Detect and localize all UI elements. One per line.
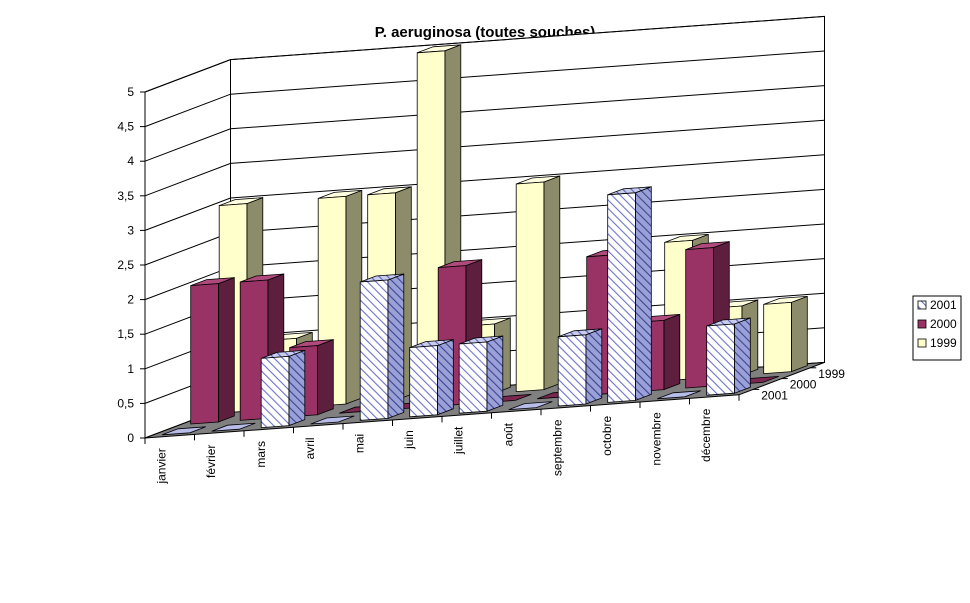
- bar-front: [607, 192, 636, 403]
- bar-2001-avril: [310, 415, 355, 425]
- bar-side: [635, 186, 652, 401]
- bar-side: [585, 328, 603, 405]
- y-tick-label: 2: [127, 293, 134, 307]
- bar-2001-septembre: [557, 328, 603, 407]
- gridline: [144, 15, 825, 93]
- legend-swatch: [917, 338, 927, 348]
- bar-side: [663, 313, 681, 391]
- legend-label: 2000: [930, 317, 957, 331]
- bar-1999-décembre: [763, 295, 808, 375]
- legend-swatch: [917, 300, 927, 310]
- gridline: [144, 50, 825, 128]
- bar-side: [288, 349, 306, 427]
- gridline: [144, 119, 825, 197]
- bar-front: [190, 283, 219, 425]
- bar-side: [345, 189, 363, 405]
- bar-2001-décembre: [706, 317, 751, 396]
- legend-label: 1999: [930, 336, 957, 350]
- x-tick-label: septembre: [551, 419, 565, 476]
- bar-zero: [162, 426, 206, 436]
- y-tick-label: 2,5: [117, 258, 134, 272]
- x-tick-label: décembre: [699, 408, 713, 462]
- depth-label: 2000: [790, 378, 817, 392]
- x-tick-label: novembre: [650, 412, 664, 466]
- bar-2000-janvier: [190, 277, 235, 425]
- bar-front: [458, 341, 488, 414]
- x-tick-label: juillet: [452, 426, 466, 455]
- bar-zero: [310, 415, 355, 425]
- bar-side: [436, 339, 454, 416]
- y-tick-label: 5: [127, 85, 134, 99]
- bar-2001-février: [211, 422, 256, 432]
- depth-label: 1999: [818, 367, 845, 381]
- x-tick-label: octobre: [600, 415, 614, 455]
- bar-2001-juillet: [458, 335, 504, 414]
- bar-2001-novembre: [657, 390, 701, 400]
- x-tick-label: mai: [353, 434, 367, 453]
- bar-front: [557, 334, 587, 407]
- x-tick-label: août: [501, 422, 515, 446]
- bar-2001-août: [508, 401, 553, 410]
- legend-label: 2001: [930, 298, 957, 312]
- bar-front: [706, 323, 735, 396]
- x-tick-label: janvier: [155, 448, 169, 484]
- bar-side: [791, 295, 808, 373]
- bar-front: [515, 181, 545, 393]
- y-tick-label: 3,5: [117, 189, 134, 203]
- y-tick-label: 1: [127, 362, 134, 376]
- bar-side: [543, 175, 561, 391]
- legend-box: [912, 295, 962, 361]
- x-tick-label: mars: [254, 441, 268, 468]
- depth-label: 2001: [761, 388, 788, 402]
- x-tick-label: février: [204, 445, 218, 478]
- bar-2001-mars: [260, 349, 306, 429]
- bar-side: [387, 273, 405, 419]
- bar-1999-juillet: [515, 175, 561, 393]
- bar-2001-mai: [359, 273, 405, 421]
- bar-side: [734, 317, 751, 394]
- bar-zero: [657, 390, 701, 400]
- bar-side: [486, 335, 504, 412]
- x-tick-label: avril: [303, 437, 317, 459]
- bar-front: [763, 301, 792, 375]
- y-tick-label: 3: [127, 223, 134, 237]
- bar-front: [409, 345, 438, 418]
- gridline: [144, 85, 825, 162]
- bar-2001-juin: [409, 339, 454, 418]
- gridline: [144, 154, 825, 231]
- y-tick-label: 1,5: [117, 327, 134, 341]
- bar-side: [217, 277, 235, 423]
- y-tick-label: 0: [127, 431, 134, 445]
- legend-swatch: [917, 319, 927, 329]
- bar-2001-octobre: [607, 186, 652, 403]
- x-tick-label: juin: [402, 430, 416, 450]
- bar-front: [260, 355, 290, 429]
- bar-zero: [211, 422, 256, 432]
- y-tick-label: 0,5: [117, 396, 134, 410]
- bar-front: [359, 279, 389, 421]
- y-tick-label: 4,5: [117, 120, 134, 134]
- y-tick-label: 4: [127, 154, 134, 168]
- bar-zero: [508, 401, 553, 410]
- bar-side: [316, 339, 334, 416]
- bar-2001-janvier: [162, 426, 206, 436]
